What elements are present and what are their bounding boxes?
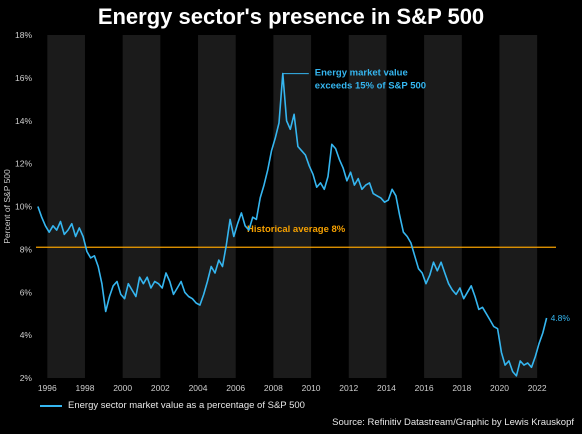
shaded-band xyxy=(424,35,462,378)
y-tick-label: 6% xyxy=(20,287,33,297)
shaded-band xyxy=(198,35,236,378)
annotation-line-1: Energy market value xyxy=(315,68,408,79)
source-note: Source: Refinitiv Datastream/Graphic by … xyxy=(332,417,574,428)
x-tick-label: 2000 xyxy=(113,383,132,393)
average-label: Historical average 8% xyxy=(247,224,346,235)
series-line xyxy=(37,72,548,377)
end-value-label: 4.8% xyxy=(551,313,571,323)
x-tick-label: 2018 xyxy=(452,383,471,393)
y-tick-label: 14% xyxy=(15,116,32,126)
x-tick-label: 2012 xyxy=(339,383,358,393)
y-tick-label: 4% xyxy=(20,330,33,340)
x-tick-label: 1996 xyxy=(38,383,57,393)
shaded-band xyxy=(47,35,85,378)
y-tick-label: 18% xyxy=(15,30,32,40)
legend-label: Energy sector market value as a percenta… xyxy=(68,400,305,411)
y-tick-label: 10% xyxy=(15,202,32,212)
x-tick-label: 1998 xyxy=(76,383,95,393)
x-tick-label: 2010 xyxy=(302,383,321,393)
x-tick-label: 2006 xyxy=(226,383,245,393)
shaded-band xyxy=(348,35,387,378)
x-tick-label: 2014 xyxy=(377,383,396,393)
shaded-band xyxy=(499,35,538,378)
shaded-band xyxy=(273,35,312,378)
legend-swatch xyxy=(40,404,62,407)
x-tick-label: 2008 xyxy=(264,383,283,393)
y-tick-label: 2% xyxy=(20,373,33,383)
x-tick-label: 2002 xyxy=(151,383,170,393)
y-tick-label: 12% xyxy=(15,159,32,169)
x-tick-label: 2016 xyxy=(415,383,434,393)
legend: Energy sector market value as a percenta… xyxy=(40,400,305,411)
y-tick-label: 8% xyxy=(20,244,33,254)
x-tick-label: 2020 xyxy=(490,383,509,393)
annotation-line-2: exceeds 15% of S&P 500 xyxy=(315,81,426,92)
shaded-band xyxy=(122,35,161,378)
y-axis-label: Percent of S&P 500 xyxy=(2,169,12,244)
x-tick-label: 2004 xyxy=(189,383,208,393)
x-tick-label: 2022 xyxy=(528,383,547,393)
chart-title: Energy sector's presence in S&P 500 xyxy=(97,4,485,29)
y-tick-label: 16% xyxy=(15,73,32,83)
